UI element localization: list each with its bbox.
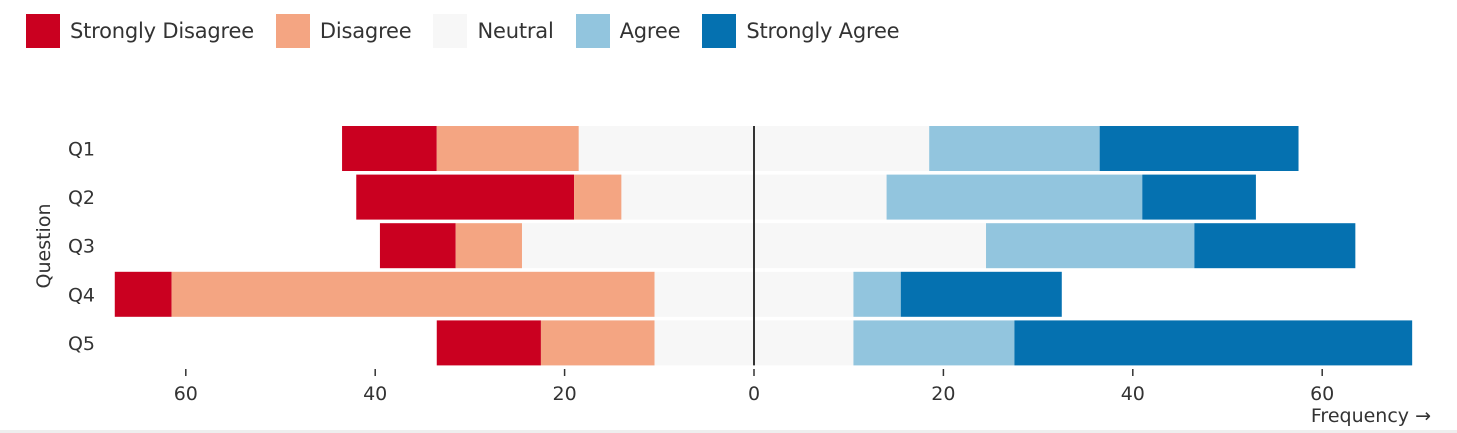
y-tick-label: Q4 [68, 284, 95, 306]
bar-q1-strongly-disagree [342, 126, 437, 171]
legend-label-strongly-agree: Strongly Agree [746, 19, 900, 43]
x-tick-label: 40 [1121, 383, 1145, 405]
bottom-border [0, 430, 1457, 433]
legend-swatch-agree [575, 14, 610, 48]
legend-label-strongly-disagree: Strongly Disagree [70, 19, 254, 43]
legend-swatch-disagree [275, 14, 310, 48]
bar-q2-strongly-agree [1142, 174, 1256, 220]
legend-item-disagree: Disagree [275, 14, 412, 48]
legend-swatch-strongly-disagree [26, 14, 60, 48]
bar-q4-strongly-agree [900, 271, 1062, 317]
x-tick-label: 20 [931, 383, 955, 405]
y-tick-label: Q2 [68, 187, 95, 209]
y-tick-label: Q3 [68, 236, 95, 258]
bar-q3-strongly-disagree [379, 223, 456, 269]
bar-q5-strongly-agree [1014, 320, 1413, 366]
bar-q5-agree [853, 320, 1015, 366]
bar-q1-strongly-agree [1099, 126, 1299, 171]
x-tick-label: 20 [553, 383, 577, 405]
bar-q2-disagree [574, 174, 622, 220]
bar-q4-strongly-disagree [114, 271, 172, 317]
bar-q4-agree [853, 271, 901, 317]
y-tick-label: Q5 [68, 333, 95, 355]
x-axis: 60 40 20 0 20 40 60 [174, 369, 1334, 405]
x-tick-label: 0 [748, 383, 760, 405]
x-axis-title: Frequency → [1311, 405, 1431, 427]
bar-q5-disagree [540, 320, 655, 366]
bar-q3-strongly-agree [1194, 223, 1356, 269]
legend-label-disagree: Disagree [319, 19, 412, 43]
bar-q3-agree [986, 223, 1195, 269]
y-tick-label: Q1 [68, 139, 95, 161]
legend-item-strongly-agree: Strongly Agree [702, 14, 900, 48]
bar-q3-disagree [455, 223, 522, 269]
legend: Strongly Disagree Disagree Neutral Agree… [26, 14, 921, 48]
legend-swatch-neutral [433, 14, 468, 48]
legend-item-neutral: Neutral [433, 14, 554, 48]
y-axis: Q1 Q2 Q3 Q4 Q5 [68, 139, 95, 355]
legend-label-agree: Agree [619, 19, 681, 43]
bar-q2-agree [886, 174, 1143, 220]
bar-q1-disagree [436, 126, 579, 171]
legend-label-neutral: Neutral [477, 19, 554, 43]
legend-item-strongly-disagree: Strongly Disagree [26, 14, 254, 48]
bar-q2-strongly-disagree [356, 174, 575, 220]
y-axis-title: Question [33, 204, 55, 289]
legend-swatch-strongly-agree [702, 14, 737, 48]
x-tick-label: 60 [174, 383, 198, 405]
bars-group [114, 126, 1413, 366]
x-tick-label: 60 [1310, 383, 1334, 405]
bar-q4-disagree [171, 271, 655, 317]
legend-item-agree: Agree [575, 14, 681, 48]
bar-q1-agree [929, 126, 1100, 171]
bar-q5-strongly-disagree [436, 320, 541, 366]
x-tick-label: 40 [363, 383, 387, 405]
